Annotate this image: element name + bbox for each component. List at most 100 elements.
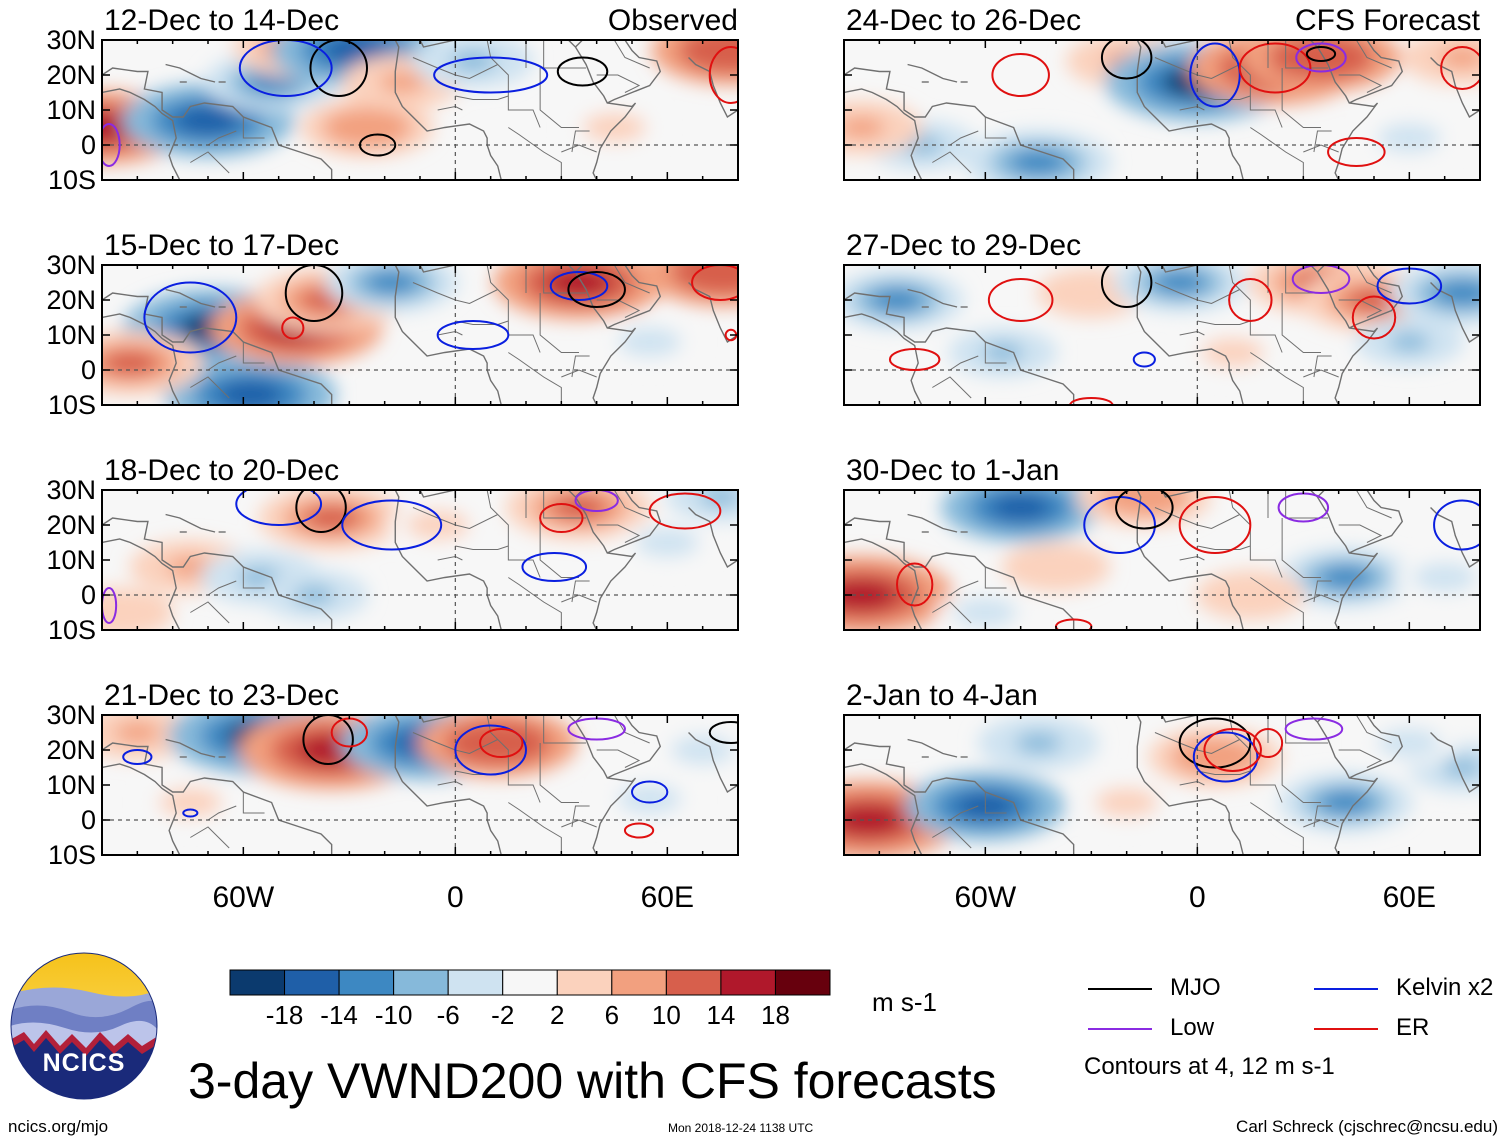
x-tick-label: 60W: [954, 881, 1017, 914]
map-panel: [101, 714, 739, 856]
colorbar-swatch: [556, 969, 613, 996]
map-panel: [843, 264, 1481, 406]
country-border: [1338, 299, 1383, 318]
wind-anomaly-cell: [1070, 283, 1113, 303]
colorbar-swatch: [447, 969, 504, 996]
country-border: [571, 580, 590, 603]
low-contour: [574, 490, 619, 512]
wind-anomaly-cell: [1118, 490, 1170, 509]
country-border: [1197, 95, 1251, 100]
colorbar-swatch: [774, 969, 831, 996]
colorbar-label: -2: [491, 1000, 515, 1030]
colorbar-swatch: [284, 969, 340, 996]
kelvin-contour: [433, 56, 549, 94]
country-border: [561, 369, 597, 378]
country-border: [190, 826, 230, 849]
wind-anomaly-cell: [871, 288, 923, 312]
footer-author: Carl Schreck (cjschrec@ncsu.edu): [1236, 1117, 1498, 1136]
coastline: [1348, 490, 1404, 554]
coastline: [567, 40, 637, 180]
kelvin-contour: [454, 724, 527, 776]
colorbar-label: 6: [604, 1000, 620, 1030]
colorbar-swatch: [611, 969, 667, 996]
colorbar-label: -10: [374, 1000, 413, 1030]
country-border: [543, 265, 587, 294]
kelvin-contour: [1192, 731, 1259, 783]
colorbar: [229, 969, 831, 996]
coastline: [606, 265, 662, 329]
legend-label: MJO: [1170, 974, 1221, 1001]
wind-anomaly-cell: [114, 722, 161, 743]
country-border: [486, 265, 499, 290]
country-border: [1197, 545, 1251, 550]
wind-anomaly-cell: [1015, 732, 1062, 754]
mjo-contour: [708, 721, 738, 744]
country-border: [497, 64, 541, 128]
footer-url[interactable]: ncics.org/mjo: [8, 1117, 109, 1136]
country-border: [242, 117, 265, 139]
country-border: [596, 299, 641, 318]
colorbar-swatch: [338, 969, 395, 996]
colorbar-label: -6: [436, 1000, 460, 1030]
er-contour: [1178, 496, 1252, 554]
country-border: [1303, 144, 1339, 153]
country-border: [571, 130, 590, 153]
coastline: [1309, 715, 1379, 855]
panel-tag: CFS Forecast: [1294, 4, 1480, 37]
wind-anomaly-cell: [1434, 280, 1480, 306]
colorbar-swatch: [665, 969, 722, 996]
er-contour: [1203, 728, 1262, 772]
wind-anomaly-cell: [379, 71, 426, 93]
country-border: [508, 352, 562, 405]
wind-anomaly-cell: [419, 516, 456, 534]
low-contour: [1295, 42, 1347, 73]
colorbar-label: 18: [760, 1000, 790, 1030]
country-border: [190, 376, 230, 399]
legend-swatch: [1314, 988, 1378, 990]
wind-anomaly-cell: [172, 793, 209, 812]
country-border: [539, 293, 579, 353]
ncics-logo: [10, 952, 158, 1100]
country-border: [486, 715, 499, 740]
wind-anomaly-cell: [449, 50, 497, 72]
coastline: [165, 513, 216, 533]
coastline: [1348, 40, 1404, 104]
country-border: [1338, 524, 1383, 543]
country-border: [1250, 352, 1304, 405]
wind-anomaly-cell: [1010, 150, 1067, 175]
map-panel: [843, 489, 1481, 631]
y-tick-label: 30N: [46, 25, 96, 55]
coastline: [1430, 507, 1480, 569]
country-border: [932, 151, 972, 174]
country-border: [984, 117, 1007, 139]
country-border: [190, 601, 230, 624]
colorbar-units: m s-1: [872, 987, 937, 1017]
panel-title: 12-Dec to 14-Dec: [104, 4, 340, 37]
country-border: [1228, 490, 1241, 515]
mjo-contour: [295, 490, 347, 533]
wind-anomaly-cell: [1346, 287, 1402, 313]
country-border: [932, 601, 972, 624]
country-border: [949, 130, 979, 146]
kelvin-contour: [238, 40, 333, 97]
coastline: [102, 742, 333, 855]
coastline: [419, 490, 456, 498]
y-tick-label: 30N: [46, 250, 96, 280]
coastline: [102, 763, 181, 855]
map-panel: [101, 264, 739, 406]
mjo-contour: [556, 56, 609, 87]
y-tick-label: 10S: [47, 165, 96, 195]
country-border: [1338, 749, 1383, 768]
country-border: [561, 819, 597, 828]
country-border: [1197, 320, 1251, 325]
y-tick-label: 0: [80, 355, 96, 385]
coastline: [165, 738, 216, 758]
kelvin-contour: [436, 320, 510, 350]
coastline: [844, 67, 1075, 180]
kelvin-contour: [122, 749, 153, 765]
country-border: [1250, 802, 1304, 855]
mjo-contour: [302, 715, 354, 765]
coastline: [688, 507, 738, 569]
low-contour: [1291, 265, 1351, 294]
